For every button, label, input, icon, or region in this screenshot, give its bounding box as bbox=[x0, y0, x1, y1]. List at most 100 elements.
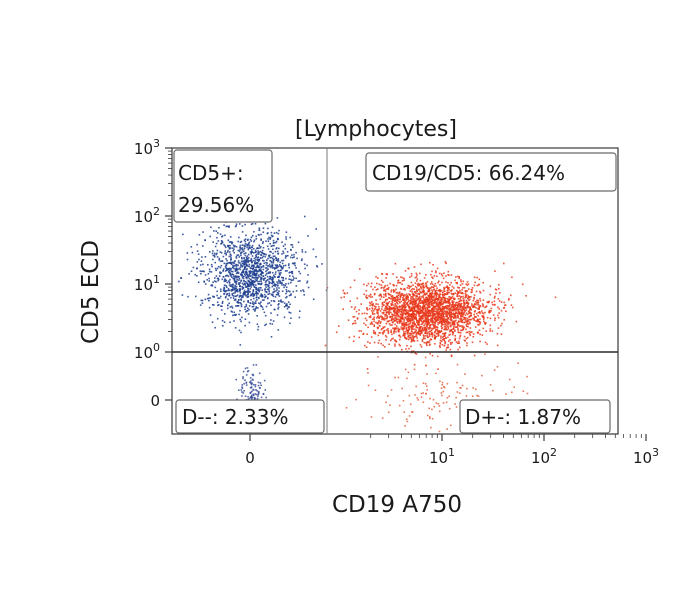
event-dot bbox=[447, 291, 449, 294]
event-dot bbox=[455, 341, 458, 343]
event-dot bbox=[231, 276, 233, 278]
event-dot bbox=[252, 393, 255, 396]
event-dot bbox=[271, 278, 274, 280]
event-dot bbox=[427, 298, 430, 301]
event-dot bbox=[353, 322, 355, 325]
event-dot bbox=[389, 404, 391, 406]
event-dot bbox=[198, 234, 201, 236]
event-dot bbox=[272, 248, 274, 251]
event-dot bbox=[254, 273, 256, 275]
event-dot bbox=[262, 268, 265, 271]
event-dot bbox=[396, 291, 398, 294]
event-dot bbox=[280, 272, 282, 274]
event-dot bbox=[382, 312, 385, 315]
event-dot bbox=[442, 314, 444, 317]
event-dot bbox=[238, 389, 240, 391]
event-dot bbox=[375, 321, 377, 324]
event-dot bbox=[452, 332, 454, 334]
event-dot bbox=[265, 240, 267, 242]
event-dot bbox=[393, 305, 396, 307]
event-dot bbox=[392, 296, 394, 299]
event-dot bbox=[427, 289, 429, 292]
event-dot bbox=[419, 307, 421, 310]
event-dot bbox=[466, 301, 468, 304]
event-dot bbox=[470, 318, 473, 321]
event-dot bbox=[446, 311, 449, 314]
event-dot bbox=[390, 308, 393, 311]
event-dot bbox=[250, 299, 252, 301]
event-dot bbox=[272, 284, 275, 287]
event-dot bbox=[404, 270, 407, 272]
event-dot bbox=[463, 307, 465, 309]
event-dot bbox=[196, 275, 198, 277]
event-dot bbox=[420, 291, 423, 294]
event-dot bbox=[275, 290, 277, 292]
event-dot bbox=[431, 316, 434, 318]
event-dot bbox=[454, 335, 456, 337]
event-dot bbox=[249, 270, 252, 272]
event-dot bbox=[231, 293, 233, 295]
event-dot bbox=[484, 353, 486, 355]
event-dot bbox=[248, 291, 250, 293]
event-dot bbox=[408, 415, 411, 417]
event-dot bbox=[223, 293, 226, 295]
event-dot bbox=[227, 249, 229, 252]
event-dot bbox=[447, 336, 449, 339]
event-dot bbox=[275, 240, 278, 243]
event-dot bbox=[392, 289, 395, 292]
event-dot bbox=[441, 303, 444, 305]
event-dot bbox=[440, 387, 443, 389]
event-dot bbox=[374, 389, 377, 391]
event-dot bbox=[286, 251, 289, 253]
event-dot bbox=[388, 310, 391, 313]
gate-label-lower-left-text: D--: 2.33% bbox=[182, 405, 288, 429]
event-dot bbox=[384, 329, 386, 332]
event-dot bbox=[494, 295, 496, 298]
event-dot bbox=[276, 265, 279, 267]
event-dot bbox=[404, 337, 407, 340]
event-dot bbox=[263, 311, 266, 314]
event-dot bbox=[241, 282, 244, 285]
event-dot bbox=[233, 279, 236, 281]
event-dot bbox=[486, 343, 488, 345]
event-dot bbox=[459, 312, 462, 315]
event-dot bbox=[398, 300, 400, 303]
event-dot bbox=[244, 274, 247, 277]
event-dot bbox=[473, 313, 475, 316]
event-dot bbox=[390, 339, 392, 342]
event-dot bbox=[200, 299, 203, 302]
event-dot bbox=[439, 380, 441, 383]
event-dot bbox=[473, 276, 476, 279]
event-dot bbox=[259, 247, 261, 249]
event-dot bbox=[257, 270, 260, 273]
event-dot bbox=[232, 250, 234, 252]
event-dot bbox=[416, 290, 418, 292]
event-dot bbox=[431, 298, 433, 300]
event-dot bbox=[412, 325, 415, 328]
event-dot bbox=[447, 321, 449, 323]
event-dot bbox=[410, 340, 413, 343]
event-dot bbox=[237, 260, 240, 262]
event-dot bbox=[383, 326, 386, 328]
event-dot bbox=[440, 392, 443, 394]
event-dot bbox=[307, 235, 309, 237]
event-dot bbox=[425, 310, 428, 312]
event-dot bbox=[467, 306, 469, 308]
event-dot bbox=[215, 275, 218, 277]
event-dot bbox=[438, 300, 441, 302]
event-dot bbox=[312, 248, 315, 251]
event-dot bbox=[226, 274, 229, 277]
event-dot bbox=[231, 273, 233, 276]
event-dot bbox=[275, 247, 277, 250]
event-dot bbox=[446, 293, 449, 295]
event-dot bbox=[254, 274, 257, 277]
event-dot bbox=[214, 326, 216, 329]
event-dot bbox=[348, 336, 351, 339]
event-dot bbox=[382, 311, 385, 314]
event-dot bbox=[455, 396, 457, 399]
event-dot bbox=[387, 332, 390, 335]
event-dot bbox=[442, 296, 444, 299]
event-dot bbox=[377, 314, 380, 316]
event-dot bbox=[482, 312, 485, 315]
event-dot bbox=[388, 293, 391, 296]
